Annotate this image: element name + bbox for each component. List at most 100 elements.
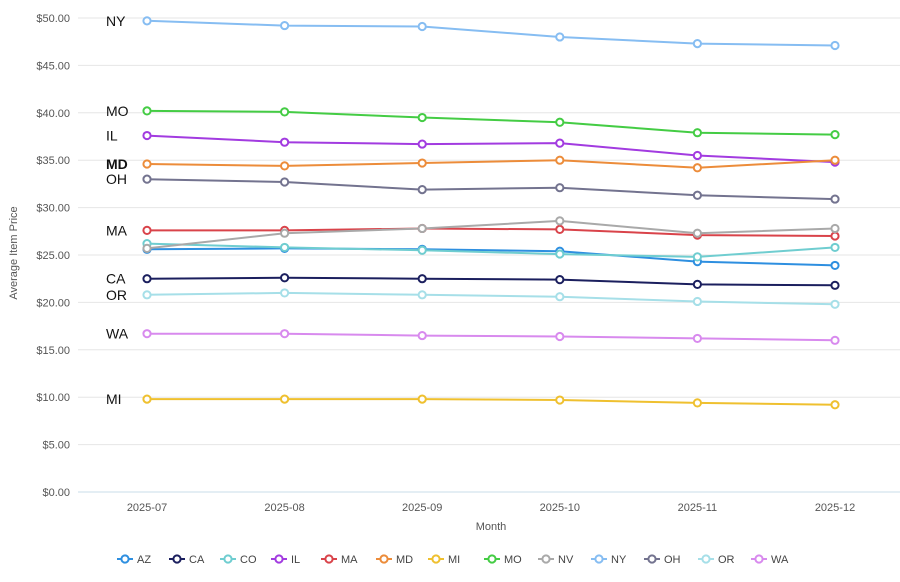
- data-point-mi[interactable]: [280, 394, 290, 404]
- data-point-mo[interactable]: [280, 107, 290, 117]
- data-point-mi[interactable]: [142, 394, 152, 404]
- data-point-ny[interactable]: [555, 32, 565, 42]
- data-point-nv[interactable]: [555, 216, 565, 226]
- data-point-oh[interactable]: [280, 177, 290, 187]
- data-point-wa[interactable]: [417, 330, 427, 341]
- data-point-ca[interactable]: [142, 274, 152, 284]
- data-point-az[interactable]: [830, 260, 840, 271]
- legend-item-mo[interactable]: MO: [484, 554, 522, 566]
- data-point-co[interactable]: [830, 242, 840, 253]
- data-point-ny[interactable]: [280, 20, 290, 31]
- data-point-ca[interactable]: [692, 279, 703, 289]
- data-point-ma[interactable]: [830, 231, 840, 241]
- data-point-wa[interactable]: [692, 333, 703, 344]
- data-point-mo[interactable]: [830, 130, 840, 140]
- series-line-oh: [146, 178, 836, 201]
- data-point-or[interactable]: [280, 288, 290, 298]
- legend-item-co[interactable]: CO: [220, 554, 257, 566]
- legend: AZ CA CO IL MA MD MI MO NV NY OH OR WA: [117, 554, 789, 566]
- data-point-or[interactable]: [830, 299, 840, 309]
- data-point-il[interactable]: [692, 150, 703, 161]
- data-point-mi[interactable]: [830, 400, 840, 410]
- data-point-il[interactable]: [417, 139, 427, 149]
- data-point-mi[interactable]: [692, 398, 703, 408]
- series-label-oh: OH: [106, 171, 127, 187]
- series-line-az: [146, 247, 836, 267]
- data-point-ca[interactable]: [417, 274, 427, 284]
- data-point-il[interactable]: [280, 137, 290, 147]
- data-point-md[interactable]: [142, 159, 152, 169]
- legend-item-md[interactable]: MD: [376, 554, 413, 566]
- data-point-nv[interactable]: [417, 223, 427, 234]
- y-tick-label: $15.00: [36, 345, 70, 357]
- data-point-nv[interactable]: [142, 243, 152, 253]
- data-point-mi[interactable]: [555, 395, 565, 405]
- data-point-nv[interactable]: [830, 223, 840, 234]
- data-point-ny[interactable]: [692, 38, 703, 49]
- data-point-ny[interactable]: [830, 40, 840, 51]
- y-tick-label: $0.00: [42, 487, 70, 499]
- data-point-mo[interactable]: [692, 128, 703, 138]
- data-point-co[interactable]: [555, 249, 565, 259]
- data-point-il[interactable]: [142, 130, 152, 141]
- y-axis-ticks: $0.00 $5.00 $10.00 $15.00 $20.00 $25.00 $30.00…: [36, 13, 70, 499]
- data-point-oh[interactable]: [830, 194, 840, 204]
- legend-item-mi[interactable]: MI: [428, 554, 460, 566]
- data-point-oh[interactable]: [555, 183, 565, 193]
- data-point-mo[interactable]: [417, 112, 427, 123]
- data-point-nv[interactable]: [280, 228, 290, 238]
- legend-item-ma[interactable]: MA: [321, 554, 358, 566]
- data-point-ca[interactable]: [555, 275, 565, 285]
- legend-item-ny[interactable]: NY: [591, 554, 627, 566]
- data-point-wa[interactable]: [555, 331, 565, 342]
- data-point-or[interactable]: [692, 296, 703, 307]
- legend-label: OH: [664, 554, 681, 566]
- x-tick-label: 2025-07: [127, 502, 167, 514]
- legend-item-il[interactable]: IL: [271, 554, 300, 566]
- data-point-oh[interactable]: [417, 184, 427, 195]
- legend-item-ca[interactable]: CA: [169, 554, 205, 566]
- data-point-md[interactable]: [280, 161, 290, 171]
- data-point-mi[interactable]: [417, 394, 427, 404]
- legend-swatch-marker: [541, 554, 551, 564]
- series-label-ca: CA: [106, 271, 126, 287]
- legend-swatch-marker: [223, 554, 233, 564]
- data-point-wa[interactable]: [280, 329, 290, 339]
- data-point-md[interactable]: [555, 155, 565, 165]
- data-point-il[interactable]: [555, 138, 565, 148]
- legend-item-or[interactable]: OR: [698, 554, 735, 566]
- data-point-ma[interactable]: [555, 224, 565, 235]
- gridlines: [78, 17, 900, 446]
- data-point-md[interactable]: [692, 163, 703, 173]
- x-axis-ticks: 2025-07 2025-08 2025-09 2025-10 2025-11 2025-…: [127, 502, 855, 514]
- data-point-co[interactable]: [692, 252, 703, 262]
- data-point-ny[interactable]: [417, 21, 427, 32]
- data-point-md[interactable]: [417, 158, 427, 168]
- legend-item-az[interactable]: AZ: [117, 554, 151, 566]
- legend-label: NV: [558, 554, 574, 566]
- data-point-md[interactable]: [830, 155, 840, 165]
- data-point-mo[interactable]: [142, 106, 152, 116]
- data-point-or[interactable]: [142, 290, 152, 300]
- data-point-or[interactable]: [417, 290, 427, 300]
- data-point-or[interactable]: [555, 292, 565, 302]
- data-point-ny[interactable]: [142, 16, 152, 26]
- data-point-co[interactable]: [417, 245, 427, 255]
- data-point-wa[interactable]: [142, 329, 152, 339]
- data-point-wa[interactable]: [830, 335, 840, 345]
- data-point-oh[interactable]: [692, 190, 703, 200]
- legend-item-nv[interactable]: NV: [538, 554, 574, 566]
- data-point-ca[interactable]: [830, 280, 840, 290]
- data-point-co[interactable]: [280, 242, 290, 253]
- series-label-mo: MO: [106, 103, 129, 119]
- data-point-ca[interactable]: [280, 273, 290, 283]
- data-point-mo[interactable]: [555, 117, 565, 127]
- legend-item-wa[interactable]: WA: [751, 554, 789, 566]
- legend-label: CO: [240, 554, 257, 566]
- data-point-oh[interactable]: [142, 174, 152, 184]
- data-point-ma[interactable]: [142, 225, 152, 235]
- data-point-nv[interactable]: [692, 228, 703, 238]
- legend-item-oh[interactable]: OH: [644, 554, 681, 566]
- x-tick-label: 2025-11: [678, 502, 718, 514]
